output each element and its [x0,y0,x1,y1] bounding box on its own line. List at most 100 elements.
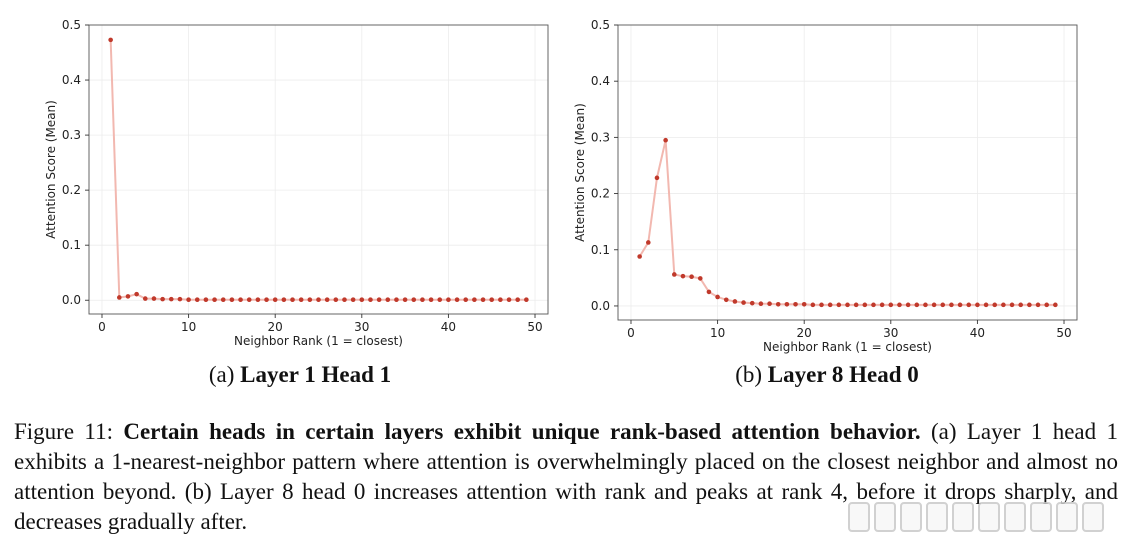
data-point [793,301,798,307]
data-point [125,294,131,299]
data-point [420,297,425,302]
data-point [385,297,391,302]
chart-panel-a: 0 10 20 30 40 50 0.0 0.1 0.2 0.3 0.4 0.5 Neighbor Ra… [0,0,560,400]
data-point [134,291,139,297]
data-point [983,302,989,308]
data-point [229,297,235,302]
data-point [862,302,868,308]
x-tick-label: 30 [354,320,369,334]
data-point [1053,302,1058,308]
data-point [498,297,503,302]
y-tick-label: 0.1 [62,238,81,252]
data-point [246,297,252,302]
data-point [914,302,920,308]
data-point [1018,302,1024,308]
data-point [194,297,200,302]
y-tick-label: 0.4 [62,73,81,87]
data-point [506,297,512,302]
x-tick-label: 0 [627,326,635,340]
data-point [350,297,356,302]
data-point [446,297,451,302]
subcaption-a: (a) Layer 1 Head 1 [20,362,580,388]
data-point [689,274,694,280]
data-point [723,297,729,303]
data-point [758,301,764,307]
data-point [940,302,946,308]
data-point [472,297,477,302]
data-point [437,297,443,302]
data-point [281,297,287,302]
y-tick-label: 0.5 [591,18,610,32]
data-point [671,272,677,277]
y-axis-label: Attention Score (Mean) [44,100,58,239]
data-point [888,302,894,308]
x-tick-label: 40 [970,326,985,340]
data-point [151,296,157,301]
data-point [238,297,243,302]
data-point [836,302,842,308]
y-tick-label: 0.5 [62,18,81,32]
y-tick-label: 0.2 [62,183,81,197]
y-tick-label: 0.3 [591,130,610,144]
x-tick-label: 50 [527,320,542,334]
data-point [220,297,226,302]
data-point [663,137,668,143]
data-point [480,297,486,302]
data-point [307,297,313,302]
data-point [819,302,824,308]
data-point [767,301,772,307]
data-point [957,302,963,308]
data-point [359,297,365,302]
x-tick-label: 0 [98,320,106,334]
data-point [827,302,833,308]
y-tick-label: 0.4 [591,74,610,88]
data-point [264,297,269,302]
data-point [637,254,642,259]
data-point [853,302,859,308]
data-point [186,297,191,302]
subcaption-a-prefix: (a) [208,362,235,387]
data-point [897,302,902,308]
data-point [1044,302,1049,308]
data-point [255,297,261,302]
data-point [290,297,295,302]
y-tick-label: 0.1 [591,243,610,257]
data-point [654,175,660,181]
y-axis-label: Attention Score (Mean) [573,103,587,242]
y-tick-label: 0.3 [62,128,81,142]
data-point [411,297,417,302]
data-point [992,302,998,308]
data-point [923,302,928,308]
figure-caption: Figure 11: Certain heads in certain laye… [14,417,1118,537]
x-tick-label: 50 [1056,326,1071,340]
data-point [871,302,876,308]
data-point [402,297,408,302]
data-point [342,297,347,302]
data-point [324,297,330,302]
data-point [489,297,495,302]
plot-area [618,25,1077,320]
data-point [108,37,113,43]
data-point [168,296,174,302]
y-tick-label: 0.0 [62,293,81,307]
data-point [646,240,651,245]
x-tick-label: 20 [268,320,283,334]
data-point [524,297,529,302]
figure-caption-body: (a) Layer 1 head 1 exhibits a 1-nearest-… [14,419,1119,534]
data-point [1001,302,1006,308]
data-point [142,296,148,301]
data-point [298,297,304,302]
plot-frame [88,24,549,315]
x-tick-label: 10 [710,326,725,340]
data-point [775,301,781,307]
data-point [212,297,217,302]
x-tick-label: 20 [797,326,812,340]
data-point [515,297,520,302]
subcaption-a-title: Layer 1 Head 1 [240,362,392,387]
data-point [706,289,712,295]
y-tick-label: 0.0 [591,299,610,313]
data-point [905,302,911,308]
x-tick-label: 10 [181,320,196,334]
figure-label: Figure 11: [14,419,113,444]
chart-b-svg: 0 10 20 30 40 50 0.0 0.1 0.2 0.3 0.4 0.5 Neighbor Ra… [573,18,1078,354]
